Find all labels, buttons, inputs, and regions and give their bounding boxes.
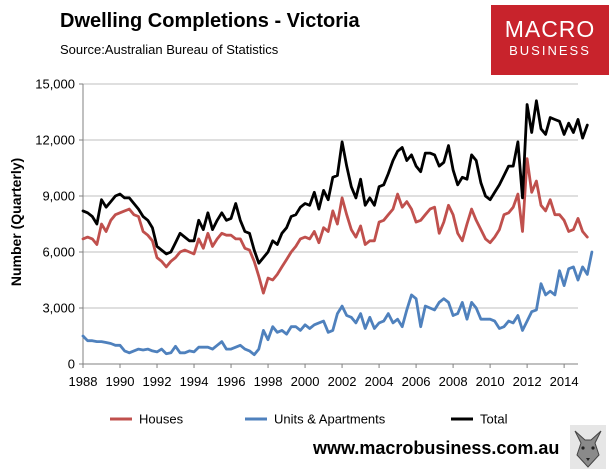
series-line-units-apartments bbox=[81, 250, 594, 357]
x-tick-label: 2006 bbox=[402, 374, 431, 389]
x-tick-label: 1994 bbox=[180, 374, 209, 389]
legend: Houses Units & Apartments Total bbox=[110, 412, 508, 427]
y-tick-label: 15,000 bbox=[35, 77, 75, 92]
series-line-houses bbox=[81, 157, 589, 295]
x-tick-label: 2002 bbox=[328, 374, 357, 389]
y-axis-label: Number (Quarterly) bbox=[8, 158, 24, 286]
y-tick-labels: 0 3,000 6,000 9,000 12,000 15,000 bbox=[35, 77, 83, 372]
y-tick-label: 6,000 bbox=[42, 245, 75, 260]
legend-label-houses: Houses bbox=[139, 412, 184, 427]
footer-url[interactable]: www.macrobusiness.com.au bbox=[313, 438, 560, 458]
x-tick-label: 1988 bbox=[69, 374, 98, 389]
gridlines bbox=[83, 83, 578, 309]
x-tick-label: 1990 bbox=[106, 374, 135, 389]
x-tick-labels: 1988 1990 1992 1994 1996 1998 2000 2002 2004 2006… bbox=[69, 364, 579, 389]
y-tick-label: 12,000 bbox=[35, 133, 75, 148]
wolf-mascot-icon bbox=[570, 425, 606, 469]
y-tick-label: 0 bbox=[68, 357, 75, 372]
logo-line-2: BUSINESS bbox=[509, 43, 591, 58]
x-tick-label: 1998 bbox=[254, 374, 283, 389]
x-tick-label: 1996 bbox=[217, 374, 246, 389]
x-tick-label: 2014 bbox=[550, 374, 579, 389]
legend-label-units-apartments: Units & Apartments bbox=[274, 412, 386, 427]
series-line-total bbox=[81, 99, 589, 265]
x-tick-label: 2000 bbox=[291, 374, 320, 389]
x-tick-label: 2004 bbox=[365, 374, 394, 389]
series-lines bbox=[81, 99, 594, 357]
x-tick-label: 1992 bbox=[143, 374, 172, 389]
x-tick-label: 2012 bbox=[513, 374, 542, 389]
logo-line-1: MACRO bbox=[504, 16, 596, 42]
source-note: Source:Australian Bureau of Statistics bbox=[60, 42, 279, 57]
axes bbox=[82, 84, 578, 365]
y-tick-label: 3,000 bbox=[42, 301, 75, 316]
legend-label-total: Total bbox=[480, 412, 508, 427]
x-tick-label: 2010 bbox=[476, 374, 505, 389]
chart-title: Dwelling Completions - Victoria bbox=[60, 10, 360, 32]
macrobusiness-logo: MACRO BUSINESS bbox=[491, 5, 609, 75]
y-tick-label: 9,000 bbox=[42, 189, 75, 204]
x-tick-label: 2008 bbox=[439, 374, 468, 389]
